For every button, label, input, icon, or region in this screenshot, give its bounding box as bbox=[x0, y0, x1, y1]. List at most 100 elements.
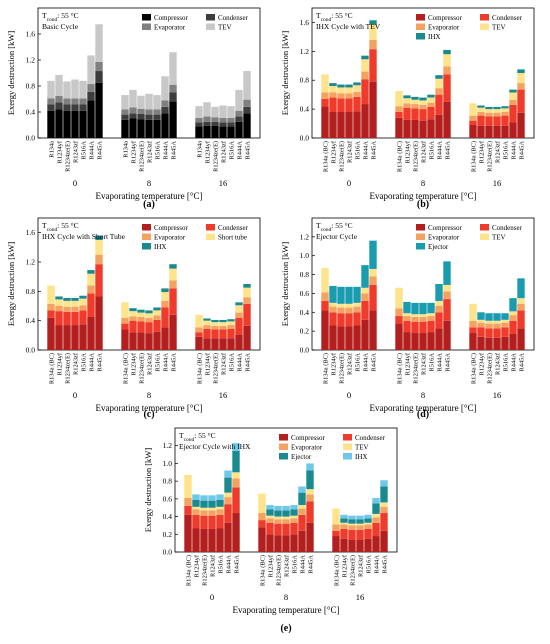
category-label: R516A bbox=[292, 555, 299, 574]
bar-segment bbox=[200, 507, 208, 511]
bar-segment bbox=[345, 84, 353, 88]
legend-label: Evaporator bbox=[154, 24, 186, 32]
bar-segment bbox=[427, 106, 435, 120]
bar-segment bbox=[290, 515, 298, 519]
bar-segment bbox=[55, 299, 63, 306]
bar-segment bbox=[372, 522, 380, 537]
panel-b: 0.0 0.4 0.8 1.2 1.6 Exergy destruction [kW] R1… bbox=[280, 7, 535, 210]
bar-segment bbox=[485, 106, 493, 110]
legend-label: TEV bbox=[355, 444, 369, 452]
category-label: R1243zf bbox=[221, 140, 228, 163]
bar-segment bbox=[79, 305, 87, 311]
bar-segment bbox=[353, 302, 361, 307]
bar-segment bbox=[258, 520, 266, 528]
category-label: R516A bbox=[218, 555, 225, 574]
category-label: R445A bbox=[519, 141, 526, 160]
bar-segment bbox=[195, 117, 203, 123]
bar-segment bbox=[353, 325, 361, 350]
bar-segment bbox=[403, 95, 411, 99]
group-label: 16 bbox=[493, 178, 502, 188]
bar-segment bbox=[306, 463, 314, 471]
bar-segment bbox=[411, 99, 419, 105]
bar-segment bbox=[266, 518, 274, 523]
bar-segment bbox=[509, 333, 517, 350]
bar-segment bbox=[169, 84, 177, 93]
category-label: R445A bbox=[519, 353, 526, 372]
bar-segment bbox=[282, 523, 290, 536]
bar-segment bbox=[63, 311, 71, 326]
bar-segment bbox=[87, 55, 95, 85]
bar-segment bbox=[219, 117, 227, 123]
bar-segment bbox=[321, 74, 329, 93]
category-label: R1234yf bbox=[331, 352, 338, 375]
bar-segment bbox=[137, 312, 145, 317]
bar-segment bbox=[211, 338, 219, 350]
bar-segment bbox=[501, 319, 509, 323]
y-tick-label: 1.2 bbox=[300, 47, 310, 56]
bar-segment bbox=[71, 98, 79, 105]
bar-segment bbox=[243, 106, 251, 114]
bar-segment bbox=[348, 515, 356, 520]
category-label: R134a (BC) bbox=[323, 141, 330, 172]
category-label: R1234yf bbox=[331, 140, 338, 163]
bar-segment bbox=[411, 104, 419, 109]
category-label: R444A bbox=[89, 353, 96, 372]
bar-segment bbox=[63, 306, 71, 312]
bar-segment bbox=[372, 536, 380, 552]
category-label: R516A bbox=[81, 141, 88, 160]
bar-segment bbox=[71, 311, 79, 326]
legend-swatch bbox=[142, 243, 151, 250]
category-label: R516A bbox=[229, 353, 236, 372]
y-axis-label: Exergy destruction [kW] bbox=[280, 242, 290, 327]
bar-segment bbox=[227, 338, 235, 350]
y-tick-label: 0.8 bbox=[300, 76, 310, 85]
bar-segment bbox=[153, 331, 161, 350]
legend-label: Ejector bbox=[428, 243, 449, 251]
x-axis-label: Evaporating temperature [°C] bbox=[369, 191, 476, 201]
bar-segment bbox=[477, 115, 485, 126]
bar-segment bbox=[227, 328, 235, 339]
category-label: R134a bbox=[123, 141, 130, 158]
bar-segment bbox=[211, 322, 219, 326]
bar-segment bbox=[153, 119, 161, 138]
bar-segment bbox=[435, 94, 443, 115]
bar-segment bbox=[258, 493, 266, 514]
category-label: R445A bbox=[171, 141, 178, 160]
bar-segment bbox=[356, 539, 364, 552]
bar-segment bbox=[411, 314, 419, 317]
bar-segment bbox=[192, 528, 200, 552]
bar-segment bbox=[55, 74, 63, 96]
bar-segment bbox=[321, 300, 329, 311]
bar-segment bbox=[195, 332, 203, 337]
bar-segment bbox=[403, 107, 411, 120]
y-tick-label: 1.6 bbox=[26, 30, 36, 39]
category-label: R444A bbox=[163, 141, 170, 160]
bar-segment bbox=[329, 302, 337, 307]
bar-segment bbox=[129, 308, 137, 312]
category-label: R1243zf bbox=[347, 352, 354, 375]
bar-segment bbox=[517, 89, 525, 113]
bar-segment bbox=[232, 513, 240, 552]
bar-segment bbox=[129, 332, 137, 350]
bar-segment bbox=[353, 96, 361, 112]
group-label: 16 bbox=[493, 390, 502, 400]
bar-segment bbox=[219, 329, 227, 339]
bar-segment bbox=[345, 98, 353, 112]
bar-segment bbox=[216, 506, 224, 510]
bar-segment bbox=[509, 315, 517, 321]
legend-swatch bbox=[416, 243, 425, 250]
bar-segment bbox=[169, 280, 177, 289]
category-label: R445A bbox=[308, 555, 315, 574]
bar-segment bbox=[485, 313, 493, 321]
bar-segment bbox=[345, 303, 353, 308]
category-label: R444A bbox=[437, 353, 444, 372]
bar-segment bbox=[95, 82, 103, 138]
y-tick-label: 0.8 bbox=[163, 477, 173, 486]
bar-segment bbox=[361, 287, 369, 294]
bar-segment bbox=[361, 293, 369, 301]
category-label: R134a bbox=[197, 141, 204, 158]
bar-segment bbox=[395, 112, 403, 118]
bar-segment bbox=[395, 287, 403, 309]
bar-segment bbox=[208, 500, 216, 508]
